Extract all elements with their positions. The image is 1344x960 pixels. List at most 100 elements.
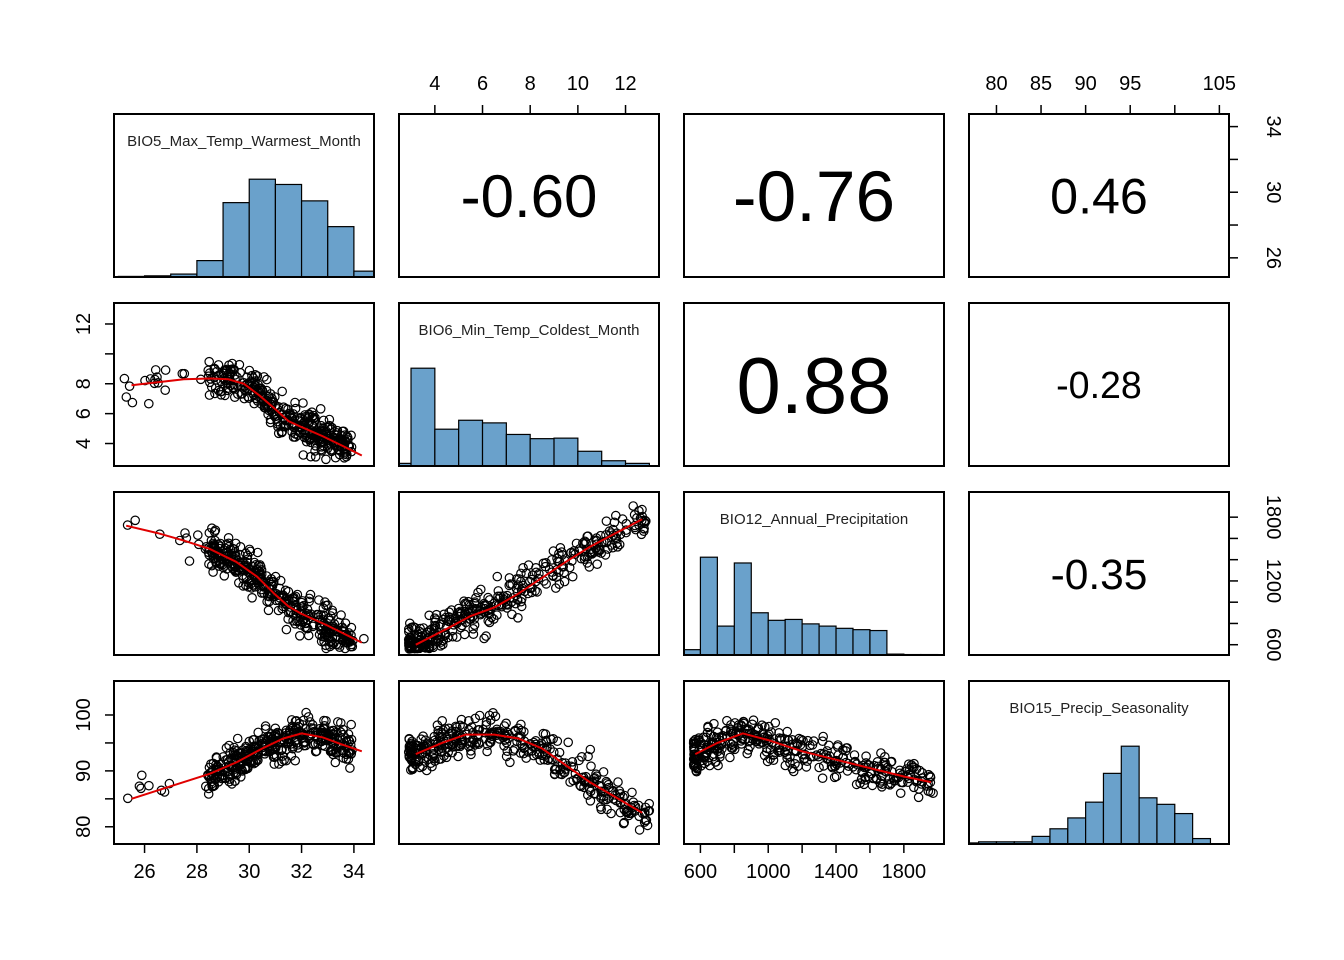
correlation-label: 0.88	[737, 341, 892, 430]
scatter-point	[474, 710, 485, 721]
axis-tick-label: 1800	[882, 861, 927, 883]
scatter-point	[818, 731, 828, 742]
scatter-point	[210, 535, 220, 546]
scatter-point	[346, 430, 356, 441]
scatter-point	[857, 766, 867, 777]
correlation-label: -0.28	[1056, 364, 1142, 406]
scatter-point	[855, 778, 865, 788]
hist-bar	[577, 450, 603, 467]
scatter-point	[326, 745, 337, 755]
scatter-point	[332, 717, 343, 727]
scatter-point	[326, 424, 337, 434]
scatter-point	[250, 369, 261, 380]
scatter-point	[743, 745, 754, 755]
hist-bar	[410, 367, 436, 467]
scatter-point	[336, 610, 346, 620]
variable-name-label: BIO6_Min_Temp_Coldest_Month	[419, 322, 640, 339]
panel-frame	[968, 680, 1230, 845]
scatter-point	[321, 454, 331, 465]
scatter-point	[822, 746, 832, 756]
variable-name-label: BIO15_Precip_Seasonality	[1009, 700, 1189, 717]
scatter-point	[437, 729, 447, 739]
scatter-point	[255, 384, 266, 394]
scatter-point	[585, 744, 596, 755]
scatter-point	[637, 511, 648, 522]
scatter-point	[909, 758, 919, 769]
scatter-point	[295, 727, 306, 738]
hist-bar	[1138, 797, 1158, 845]
scatter-point	[343, 735, 354, 745]
scatter-point	[219, 570, 230, 581]
hist-bar	[1067, 817, 1087, 845]
scatter-point	[136, 783, 146, 794]
scatter-point	[704, 760, 715, 771]
scatter-point	[523, 560, 534, 570]
scatter-point	[321, 426, 331, 436]
scatter-point	[583, 751, 593, 762]
scatter-point	[861, 751, 871, 761]
scatter-point	[613, 777, 623, 787]
hist-bar	[1102, 772, 1122, 845]
scatter-point	[886, 778, 897, 789]
scatter-point	[232, 733, 243, 744]
scatter-point	[241, 741, 251, 752]
scatter-point	[596, 548, 606, 558]
scatter-point	[269, 752, 280, 762]
panel-3-2	[398, 491, 660, 656]
scatter-point	[808, 736, 819, 746]
scatter-point	[519, 736, 530, 746]
scatter-point	[776, 733, 787, 744]
scatter-point	[339, 449, 350, 459]
scatter-point	[866, 769, 877, 779]
scatter-point	[456, 714, 467, 725]
scatter-point	[455, 720, 465, 731]
hist-bar	[300, 200, 329, 278]
scatter-point	[235, 541, 246, 552]
scatter-point	[911, 764, 922, 774]
scatter-point	[283, 415, 293, 426]
scatter-point	[527, 570, 538, 580]
scatter-point	[311, 746, 322, 756]
scatter-point	[444, 607, 454, 617]
scatter-point	[439, 751, 449, 761]
scatter-point	[152, 372, 162, 382]
panel-3-1	[113, 491, 375, 656]
scatter-point	[484, 710, 495, 721]
scatter-point	[298, 450, 309, 460]
scatter-point	[287, 723, 297, 734]
scatter-point	[204, 368, 215, 378]
correlation-label: 0.46	[1050, 169, 1148, 225]
panel-3-3: BIO12_Annual_Precipitation	[683, 491, 945, 656]
scatter-point	[346, 734, 357, 745]
axis-tick-label: 12	[614, 73, 636, 95]
scatter-point	[245, 756, 255, 766]
scatter-point	[127, 397, 138, 408]
scatter-point	[312, 428, 322, 439]
scatter-point	[252, 547, 263, 558]
scatter-point	[628, 501, 638, 511]
scatter-point	[403, 624, 414, 634]
scatter-point	[468, 629, 479, 639]
scatter-point	[689, 749, 699, 760]
scatter-point	[479, 598, 489, 609]
panel-3-4: -0.35	[968, 491, 1230, 656]
hist-bar	[248, 178, 277, 278]
panel-1-4: 0.46	[968, 113, 1230, 278]
scatter-point	[785, 757, 795, 768]
scatter-point	[119, 373, 130, 384]
scatter-point	[473, 587, 483, 598]
scatter-point	[516, 568, 526, 579]
scatter-point	[640, 815, 651, 826]
axis-tick-label: 90	[73, 760, 95, 782]
scatter-point	[329, 429, 340, 440]
scatter-point	[302, 623, 313, 634]
axis-tick-label: 95	[1119, 73, 1141, 95]
scatter-point	[579, 539, 589, 549]
scatter-point	[712, 744, 722, 754]
scatter-point	[193, 530, 203, 540]
scatter-point	[208, 567, 218, 577]
hist-bar	[1049, 828, 1069, 845]
axis-tick-label: 8	[73, 378, 95, 389]
scatter-point	[600, 550, 611, 560]
scatter-point	[842, 766, 853, 776]
